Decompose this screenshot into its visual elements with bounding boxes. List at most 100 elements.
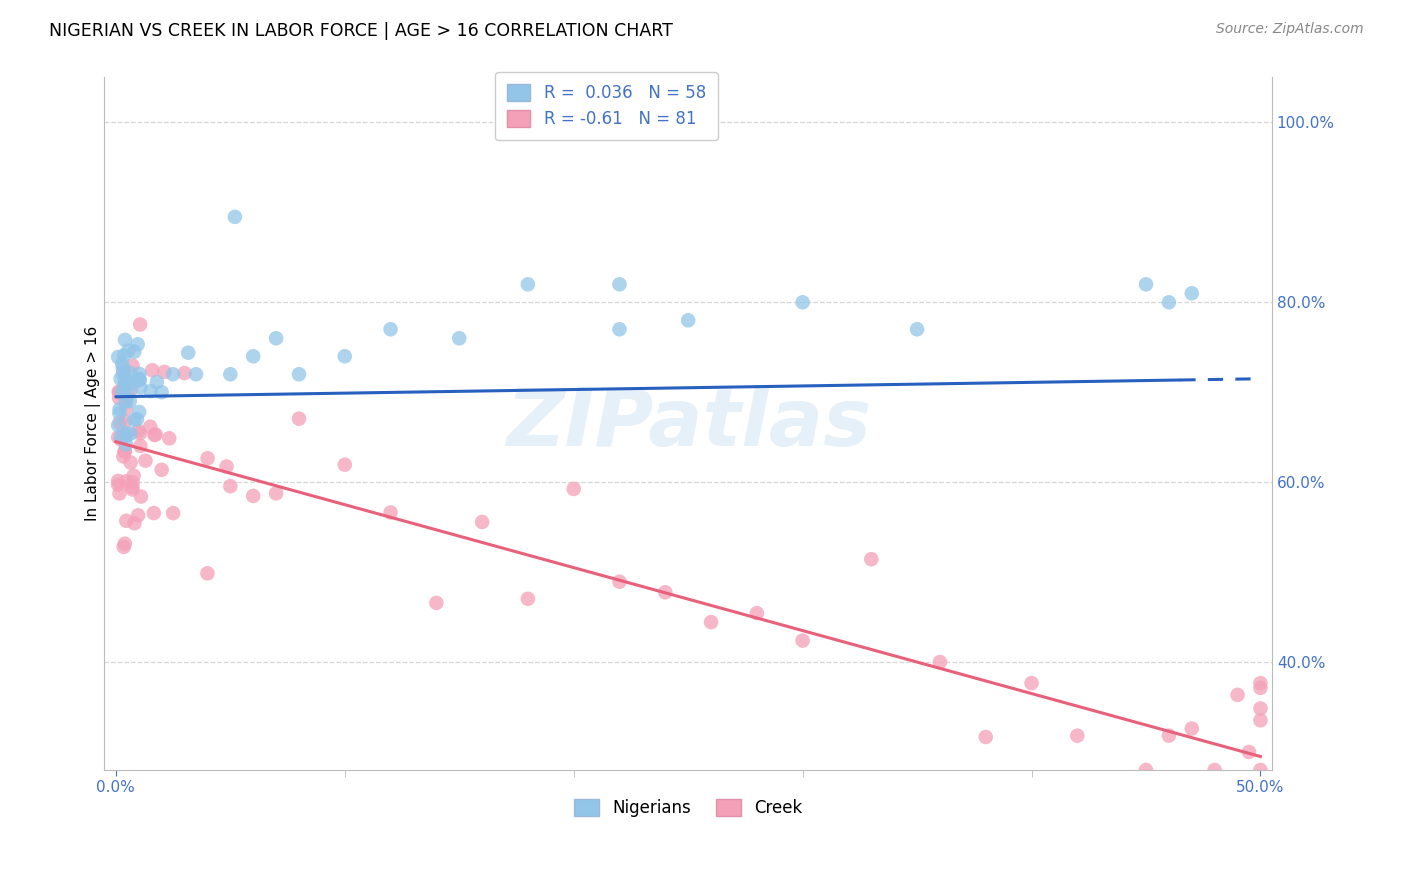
Point <box>107 474 129 488</box>
Point <box>110 433 132 447</box>
Text: NIGERIAN VS CREEK IN LABOR FORCE | AGE > 16 CORRELATION CHART: NIGERIAN VS CREEK IN LABOR FORCE | AGE >… <box>49 22 673 40</box>
Point <box>108 486 131 500</box>
Point <box>108 391 131 405</box>
Point <box>146 375 169 389</box>
Point <box>129 318 152 332</box>
Point <box>112 540 135 554</box>
Point <box>150 385 173 400</box>
Point <box>112 450 135 464</box>
Point <box>162 506 184 520</box>
Point <box>127 337 149 351</box>
Point <box>122 413 145 427</box>
Point <box>1249 701 1271 715</box>
Point <box>1181 286 1204 301</box>
Point <box>114 537 136 551</box>
Point <box>124 344 146 359</box>
Point <box>112 348 135 362</box>
Point <box>184 368 207 382</box>
Y-axis label: In Labor Force | Age > 16: In Labor Force | Age > 16 <box>86 326 101 521</box>
Point <box>745 606 768 620</box>
Point <box>121 480 143 494</box>
Point <box>114 444 136 458</box>
Point <box>128 373 150 387</box>
Point <box>111 367 134 381</box>
Point <box>157 431 180 445</box>
Text: Source: ZipAtlas.com: Source: ZipAtlas.com <box>1216 22 1364 37</box>
Point <box>115 401 138 416</box>
Point <box>114 333 136 347</box>
Point <box>562 482 585 496</box>
Point <box>112 365 135 379</box>
Point <box>1249 714 1271 728</box>
Point <box>1135 277 1157 292</box>
Point <box>380 322 402 336</box>
Text: ZIPatlas: ZIPatlas <box>506 384 870 463</box>
Point <box>110 372 132 386</box>
Point <box>112 379 135 393</box>
Point <box>129 380 152 394</box>
Point <box>107 430 129 444</box>
Point <box>654 585 676 599</box>
Point <box>153 365 176 379</box>
Point <box>242 489 264 503</box>
Point <box>425 596 447 610</box>
Point <box>162 368 184 382</box>
Point <box>1157 295 1180 310</box>
Point <box>111 361 134 376</box>
Point <box>264 331 287 345</box>
Point <box>516 277 538 292</box>
Point <box>114 414 136 428</box>
Point <box>905 322 928 336</box>
Point <box>197 566 219 581</box>
Point <box>114 374 136 388</box>
Point <box>173 366 195 380</box>
Point <box>143 428 166 442</box>
Point <box>1249 763 1271 777</box>
Point <box>224 210 246 224</box>
Point <box>107 350 129 364</box>
Point <box>516 591 538 606</box>
Point <box>700 615 723 629</box>
Point <box>449 331 471 345</box>
Point <box>108 385 131 400</box>
Point <box>108 406 131 420</box>
Point <box>1237 745 1260 759</box>
Point <box>110 430 132 444</box>
Point <box>108 416 131 430</box>
Point <box>1135 763 1157 777</box>
Point <box>115 371 138 385</box>
Point <box>127 508 149 523</box>
Point <box>115 377 138 392</box>
Point <box>219 368 242 382</box>
Point <box>1249 676 1271 690</box>
Point <box>792 633 814 648</box>
Point <box>288 411 311 425</box>
Point <box>115 394 138 409</box>
Point <box>111 357 134 371</box>
Point <box>121 359 143 373</box>
Point <box>111 385 134 400</box>
Point <box>609 322 631 336</box>
Point <box>118 366 141 380</box>
Point <box>676 313 699 327</box>
Point <box>117 387 139 401</box>
Point <box>471 515 494 529</box>
Point <box>115 426 138 441</box>
Point <box>122 468 145 483</box>
Legend: Nigerians, Creek: Nigerians, Creek <box>567 792 810 824</box>
Point <box>333 458 356 472</box>
Point <box>114 444 136 458</box>
Point <box>1181 722 1204 736</box>
Point <box>145 427 167 442</box>
Point <box>974 730 997 744</box>
Point <box>264 486 287 500</box>
Point <box>1226 688 1249 702</box>
Point <box>128 367 150 381</box>
Point <box>139 419 162 434</box>
Point <box>125 412 148 426</box>
Point <box>122 376 145 390</box>
Point <box>115 429 138 443</box>
Point <box>1157 729 1180 743</box>
Point <box>142 506 165 520</box>
Point <box>242 349 264 363</box>
